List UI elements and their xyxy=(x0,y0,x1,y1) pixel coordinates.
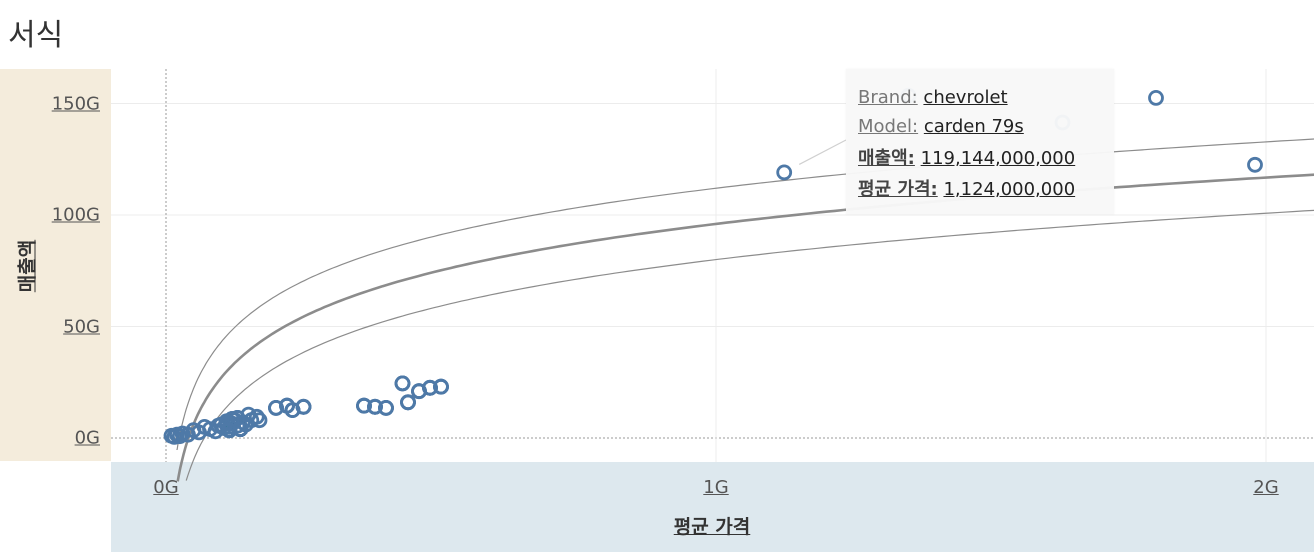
data-point[interactable] xyxy=(268,399,284,416)
y-tick-label: 150G xyxy=(51,93,100,114)
tooltip-connector xyxy=(798,139,847,165)
data-point[interactable] xyxy=(251,412,268,429)
x-tick-label: 0G xyxy=(153,477,179,498)
tooltip-row-model: Model: carden 79s xyxy=(858,116,1024,137)
y-axis-header-band xyxy=(0,69,111,461)
y-axis-title[interactable]: 매출액 xyxy=(16,239,39,293)
data-point[interactable] xyxy=(232,421,249,438)
data-point[interactable] xyxy=(356,397,372,414)
tooltip-sales-value: 119,144,000,000 xyxy=(920,148,1076,169)
x-tick-label: 2G xyxy=(1253,477,1279,498)
data-point[interactable] xyxy=(279,397,295,414)
data-point[interactable] xyxy=(394,375,411,392)
page-title: 서식 xyxy=(8,18,64,53)
tooltip-price-label: 평균 가격: xyxy=(858,179,938,200)
data-point[interactable] xyxy=(248,408,265,425)
x-axis-header-band xyxy=(111,462,1314,552)
tooltip-model-label: Model: xyxy=(858,116,919,137)
data-point[interactable] xyxy=(221,422,238,439)
x-tick-label: 1G xyxy=(703,477,729,498)
y-tick-label: 100G xyxy=(51,204,100,226)
tooltip-model-value: carden 79s xyxy=(923,116,1024,137)
tooltip-sales-label: 매출액: xyxy=(858,148,915,169)
data-points xyxy=(163,87,1263,445)
data-point[interactable] xyxy=(1148,90,1164,106)
data-point[interactable] xyxy=(400,394,416,411)
y-tick-label: 0G xyxy=(74,427,100,449)
y-tick-label: 50G xyxy=(63,316,100,337)
data-point[interactable] xyxy=(295,398,312,415)
data-point[interactable] xyxy=(1247,156,1263,173)
data-point[interactable] xyxy=(171,428,188,445)
tooltip-brand-label: Brand: xyxy=(858,87,918,108)
trend-lines xyxy=(176,138,1314,482)
trend-lower-band xyxy=(185,209,1314,481)
tooltip-row-sales: 매출액: 119,144,000,000 xyxy=(858,144,1075,170)
data-point[interactable] xyxy=(367,398,383,415)
data-point[interactable] xyxy=(422,379,438,396)
data-point[interactable] xyxy=(776,164,793,181)
tooltip-brand-value: chevrolet xyxy=(923,87,1008,108)
data-point[interactable] xyxy=(433,378,449,395)
tooltip-row-price: 평균 가격: 1,124,000,000 xyxy=(858,175,1075,201)
data-point[interactable] xyxy=(378,399,394,416)
tooltip: Brand: chevrolet Model: carden 79s 매출액: … xyxy=(846,69,1114,214)
tooltip-price-value: 1,124,000,000 xyxy=(943,179,1076,200)
x-axis-title[interactable]: 평균 가격 xyxy=(673,516,751,538)
tooltip-row-brand: Brand: chevrolet xyxy=(858,87,1008,108)
